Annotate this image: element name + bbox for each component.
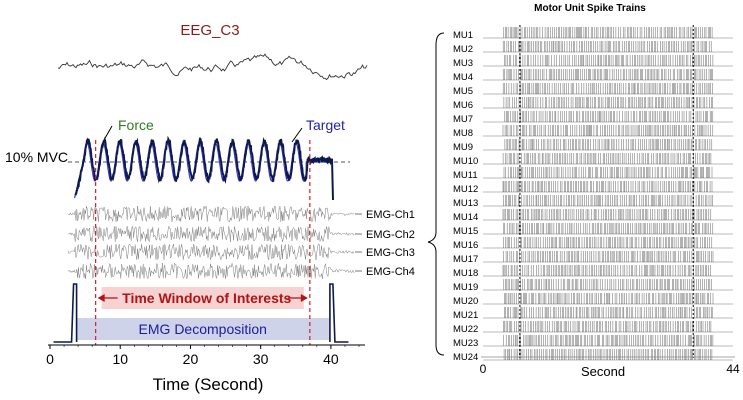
left-x-tick-label: 0: [46, 351, 54, 367]
raster-unit-label: MU5: [453, 86, 473, 97]
raster-unit-label: MU3: [453, 58, 473, 69]
raster-spike-train: [503, 349, 713, 360]
raster-spike-train: [503, 335, 714, 346]
raster-x-axis-title: Second: [581, 364, 625, 379]
raster-unit-label: MU10: [453, 156, 478, 167]
emg-decomposition-label: EMG Decomposition: [139, 321, 267, 337]
raster-unit-label: MU14: [453, 212, 478, 223]
raster-unit-label: MU1: [453, 30, 473, 41]
raster-spike-train: [504, 293, 714, 304]
raster-spike-train: [503, 27, 713, 38]
raster-spike-train: [503, 83, 713, 94]
raster-spike-train: [503, 223, 713, 234]
emg-decomposition-band: [76, 318, 329, 340]
raster-title: Motor Unit Spike Trains: [534, 3, 646, 14]
window-arrowhead-left: [97, 294, 105, 302]
eeg-trace: [57, 53, 368, 81]
emg-trace-4: [67, 262, 355, 280]
raster-unit-label: MU7: [453, 114, 473, 125]
raster-spike-train: [502, 153, 712, 164]
raster-spike-train: [502, 125, 713, 136]
raster-unit-label: MU20: [453, 296, 478, 307]
raster-unit-label: MU11: [453, 170, 478, 181]
raster-unit-label: MU24: [453, 352, 478, 363]
raster-unit-label: MU17: [453, 254, 478, 265]
raster-spike-train: [504, 111, 713, 122]
raster-spike-train: [503, 97, 713, 108]
raster-unit-label: MU8: [453, 128, 473, 139]
emg-label-2: EMG-Ch2: [366, 229, 415, 241]
raster-unit-label: MU4: [453, 72, 473, 83]
emg-trace-1: [67, 205, 355, 223]
emg-trace-3: [67, 243, 355, 261]
raster-spike-train: [503, 69, 713, 80]
left-x-axis-title: Time (Second): [153, 375, 264, 394]
raster-bracket: [427, 32, 445, 356]
target-label: Target: [306, 117, 345, 133]
raster-spike-train: [504, 307, 713, 318]
raster-spike-train: [503, 167, 713, 178]
time-window-label: Time Window of Interests: [122, 290, 291, 306]
raster-spike-train: [502, 209, 711, 220]
raster-unit-label: MU12: [453, 184, 478, 195]
raster-spike-train: [502, 265, 711, 276]
raster-spike-train: [504, 55, 714, 66]
force-series: [74, 135, 334, 201]
force-label: Force: [118, 117, 154, 133]
left-x-tick-label: 20: [183, 351, 199, 367]
raster-x-tick-end: 44: [726, 362, 740, 376]
raster-rows: MU1 MU2 MU3 MU4 MU5 MU6 MU7 MU8 MU9 MU10 MU11 MU12 M…: [453, 27, 733, 363]
raster-unit-label: MU18: [453, 268, 478, 279]
raster-spike-train: [503, 195, 713, 206]
raster-unit-label: MU19: [453, 282, 478, 293]
window-arrowhead-right: [300, 294, 308, 302]
raster-spike-train: [503, 41, 712, 52]
emg-label-3: EMG-Ch3: [366, 247, 415, 259]
mvc-label: 10% MVC: [5, 149, 68, 165]
raster-unit-label: MU2: [453, 44, 473, 55]
emg-channels: EMG-Ch1 EMG-Ch2 EMG-Ch3 EMG-Ch4: [67, 205, 415, 280]
left-x-tick-label: 10: [112, 351, 128, 367]
raster-unit-label: MU23: [453, 338, 478, 349]
raster-unit-label: MU15: [453, 226, 478, 237]
raster-spike-train: [503, 237, 712, 248]
target-arrow: [291, 127, 303, 143]
raster-spike-train: [503, 321, 712, 332]
left-x-tick-label: 30: [253, 351, 269, 367]
raster-unit-label: MU9: [453, 142, 473, 153]
raster-unit-label: MU13: [453, 198, 478, 209]
raster-x-tick-start: 0: [480, 362, 487, 376]
raster-spike-train: [503, 251, 714, 262]
emg-trace-2: [67, 225, 355, 243]
emg-label-4: EMG-Ch4: [366, 266, 415, 278]
raster-unit-label: MU16: [453, 240, 478, 251]
raster-unit-label: MU6: [453, 100, 473, 111]
left-x-ticks: 0 10 20 30 40: [46, 345, 360, 367]
decomposition-trace: [53, 283, 349, 343]
emg-label-1: EMG-Ch1: [366, 209, 415, 221]
raster-unit-label: MU21: [453, 310, 478, 321]
raster-spike-train: [502, 181, 713, 192]
left-x-tick-label: 40: [323, 351, 339, 367]
raster-spike-train: [503, 279, 712, 290]
raster-unit-label: MU22: [453, 324, 478, 335]
time-window-band: [101, 287, 304, 309]
eeg-label: EEG_C3: [180, 22, 239, 39]
raster-spike-train: [504, 139, 712, 150]
